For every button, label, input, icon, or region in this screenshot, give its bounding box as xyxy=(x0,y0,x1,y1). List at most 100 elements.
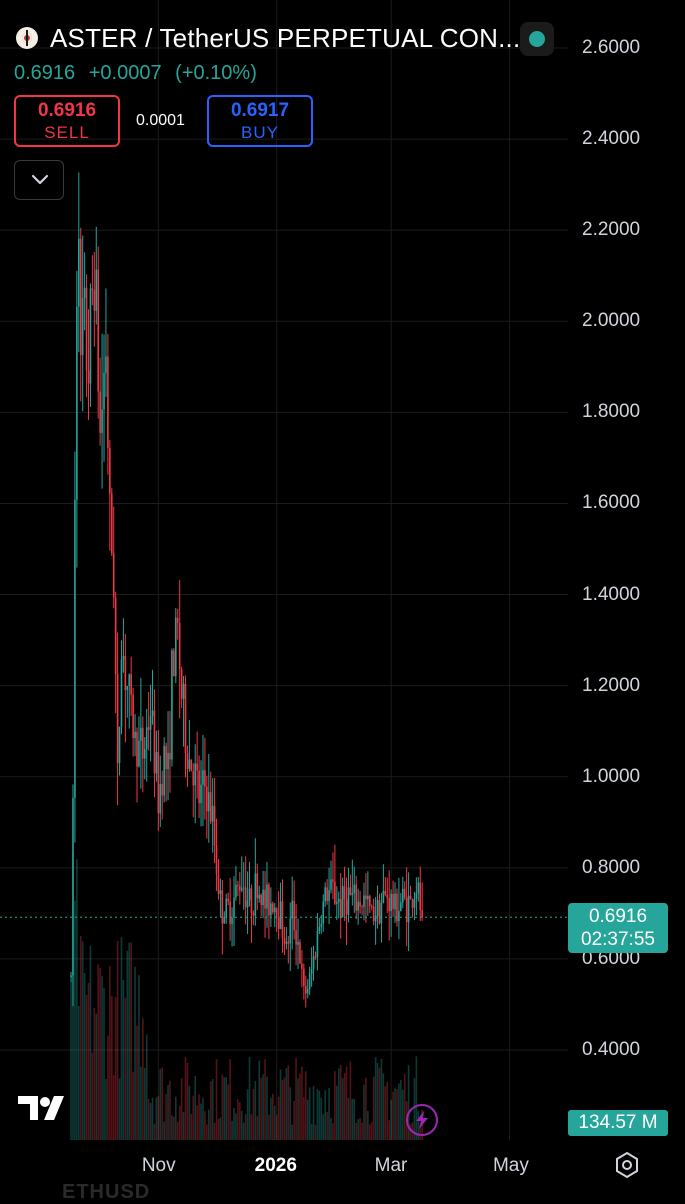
chart-grid xyxy=(0,0,568,1140)
candle-body xyxy=(213,805,216,846)
candle-body xyxy=(227,898,229,902)
volume-bar xyxy=(308,1087,311,1140)
volume-bar xyxy=(180,1078,183,1140)
volume-bar xyxy=(213,1122,216,1140)
candle-body xyxy=(132,694,134,739)
candle-body xyxy=(103,372,105,410)
candle-body xyxy=(169,752,171,760)
candle-body xyxy=(235,884,237,898)
candle-body xyxy=(260,894,262,906)
candle-body xyxy=(369,896,371,907)
price-candles xyxy=(70,172,423,1008)
candle-body xyxy=(299,941,301,964)
candle-body xyxy=(308,973,311,990)
volume-bar xyxy=(157,1095,160,1140)
candle-body xyxy=(130,674,132,695)
volume-bar xyxy=(299,1073,301,1140)
candle-body xyxy=(155,752,158,774)
volume-bar xyxy=(85,994,88,1140)
candle-body xyxy=(316,931,319,957)
candle-body xyxy=(264,889,266,909)
lightning-button[interactable] xyxy=(406,1104,438,1136)
volume-bar xyxy=(130,942,132,1140)
volume-bar xyxy=(97,964,99,1140)
volume-bar xyxy=(79,935,82,1140)
candle-body xyxy=(233,897,235,918)
volume-bar xyxy=(392,1091,394,1140)
volume-bar xyxy=(175,1096,177,1140)
candle-body xyxy=(403,888,406,898)
candle-body xyxy=(136,731,138,767)
sell-button[interactable]: 0.6916 SELL xyxy=(14,95,120,147)
volume-bar xyxy=(407,1065,410,1140)
candle-body xyxy=(138,740,140,767)
volume-bar xyxy=(314,1124,317,1140)
candle-body xyxy=(372,906,375,922)
volume-bar xyxy=(142,1018,144,1140)
candle-body xyxy=(196,763,198,771)
candle-body xyxy=(89,288,92,384)
market-status-button[interactable] xyxy=(520,22,554,56)
candle-body xyxy=(303,968,305,986)
gear-icon[interactable] xyxy=(613,1151,641,1179)
volume-bar xyxy=(270,1098,272,1140)
candle-body xyxy=(301,963,303,969)
volume-bar xyxy=(145,1034,148,1140)
volume-bar xyxy=(161,1067,164,1140)
volume-bar xyxy=(339,1064,342,1140)
candle-body xyxy=(161,784,164,796)
volume-bar xyxy=(268,1114,270,1140)
volume-bar xyxy=(190,1113,193,1140)
candle-body xyxy=(289,918,292,944)
volume-bar xyxy=(283,1077,286,1140)
candle-body xyxy=(382,890,385,904)
volume-bar xyxy=(171,1115,173,1140)
collapse-button[interactable] xyxy=(14,160,64,200)
candle-body xyxy=(122,656,125,660)
volume-bar xyxy=(202,1097,204,1140)
candle-body xyxy=(345,899,348,915)
volume-bar xyxy=(231,1120,233,1140)
candle-body xyxy=(312,956,315,969)
volume-bar xyxy=(306,1099,309,1140)
chevron-down-icon xyxy=(31,174,49,185)
tradingview-logo-icon[interactable] xyxy=(18,1094,70,1122)
candle-body xyxy=(419,882,422,911)
candle-body xyxy=(285,941,288,944)
volume-bar xyxy=(194,1075,196,1140)
volume-bar xyxy=(246,1089,249,1140)
volume-bar xyxy=(74,900,76,1140)
candle-body xyxy=(396,893,398,922)
candle-body xyxy=(400,902,402,912)
candle-body xyxy=(328,889,330,902)
candle-body xyxy=(272,903,274,913)
candle-body xyxy=(219,890,222,894)
volume-bar xyxy=(343,1073,346,1140)
volume-bar xyxy=(93,1007,96,1140)
candle-body xyxy=(87,370,90,384)
candle-body xyxy=(314,956,317,958)
candle-body xyxy=(74,499,76,798)
volume-bar xyxy=(351,1098,354,1140)
candle-body xyxy=(324,887,326,902)
aster-symbol-icon[interactable] xyxy=(16,27,38,49)
candle-body xyxy=(398,911,400,922)
candle-body xyxy=(215,845,218,875)
volume-bar xyxy=(176,1121,179,1140)
volume-bar xyxy=(219,1117,222,1140)
volume-bar xyxy=(225,1077,228,1140)
volume-bar xyxy=(318,1090,321,1140)
symbol-title[interactable]: ASTER / TetherUS PERPETUAL CON... xyxy=(50,23,521,53)
candle-body xyxy=(339,899,342,917)
candle-body xyxy=(223,917,226,924)
candle-body xyxy=(359,901,361,907)
volume-bar xyxy=(384,1086,387,1140)
candle-body xyxy=(343,886,346,900)
candle-body xyxy=(320,923,323,927)
volume-bar xyxy=(99,967,101,1140)
candle-body xyxy=(341,886,344,917)
candle-body xyxy=(72,797,74,976)
volume-bar xyxy=(101,976,103,1140)
buy-button[interactable]: 0.6917 BUY xyxy=(207,95,313,147)
